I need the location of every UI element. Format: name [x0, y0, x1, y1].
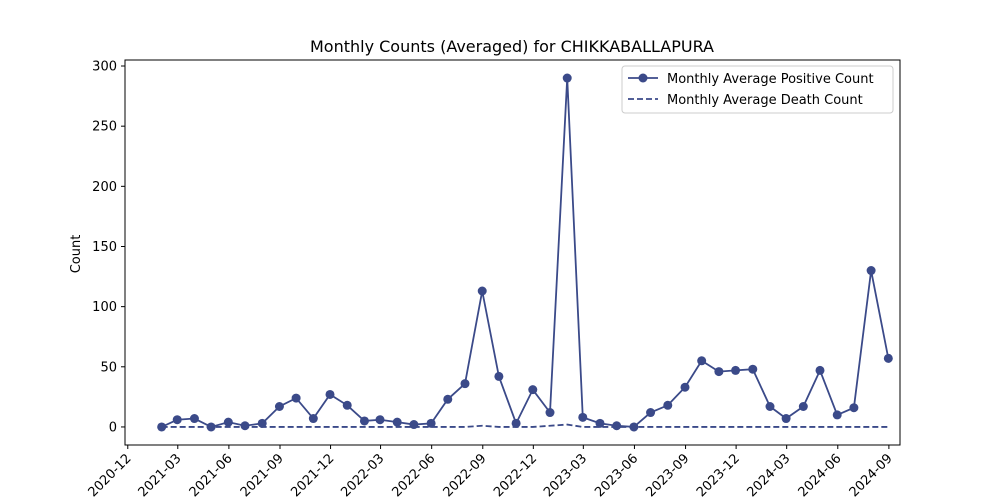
series-line-1 — [161, 78, 890, 428]
data-point — [325, 389, 335, 399]
data-point — [798, 402, 808, 411]
data-point — [832, 410, 842, 420]
x-tick-label: 2021-06 — [187, 451, 236, 500]
data-point — [528, 385, 538, 395]
data-point — [781, 414, 791, 424]
data-point — [291, 393, 301, 403]
data-point — [342, 400, 352, 410]
data-point — [443, 394, 453, 404]
y-tick-label: 150 — [92, 240, 117, 255]
data-point — [578, 412, 588, 422]
data-point — [426, 418, 436, 428]
data-point — [172, 415, 182, 425]
series-layer — [157, 73, 893, 432]
data-point — [612, 421, 622, 431]
y-tick-label: 200 — [92, 180, 117, 195]
x-tick-label: 2020-12 — [86, 451, 135, 500]
data-point — [494, 371, 504, 381]
data-point — [375, 415, 385, 425]
data-point — [765, 402, 775, 411]
legend-marker — [638, 73, 648, 83]
data-point — [308, 414, 318, 424]
legend-label-1: Monthly Average Positive Count — [667, 72, 874, 87]
data-point — [714, 367, 724, 377]
x-tick-label: 2023-12 — [694, 451, 743, 500]
data-point — [595, 418, 605, 428]
data-point — [731, 365, 741, 375]
y-tick-label: 0 — [109, 420, 117, 435]
series-line-2 — [161, 423, 889, 428]
y-tick-label: 50 — [100, 360, 117, 375]
y-axis-label: Count — [69, 235, 84, 274]
data-point — [392, 417, 402, 427]
data-point — [866, 266, 876, 276]
x-tick-label: 2024-03 — [744, 451, 793, 500]
x-tick-label: 2021-03 — [136, 451, 185, 500]
data-point — [189, 414, 199, 424]
data-point — [460, 379, 470, 389]
data-point — [477, 286, 487, 296]
y-tick-label: 250 — [92, 120, 117, 135]
legend: Monthly Average Positive Count Monthly Av… — [621, 65, 894, 114]
chart-title: Monthly Counts (Averaged) for CHIKKABALL… — [310, 37, 714, 56]
data-point — [815, 365, 825, 375]
data-point — [545, 408, 555, 418]
data-point — [274, 402, 284, 411]
y-tick-label: 300 — [92, 60, 117, 75]
x-tick-label: 2022-06 — [389, 451, 438, 500]
legend-box — [621, 65, 894, 114]
data-point — [257, 418, 267, 428]
data-point — [562, 73, 572, 83]
x-tick-label: 2022-03 — [338, 451, 387, 500]
data-point — [511, 418, 521, 428]
legend-label-2: Monthly Average Death Count — [667, 93, 863, 108]
data-point — [240, 421, 250, 431]
x-tick-label: 2023-09 — [643, 451, 692, 500]
x-tick-label: 2021-09 — [238, 451, 287, 500]
data-point — [849, 403, 859, 413]
x-tick-label: 2021-12 — [288, 451, 337, 500]
data-point — [646, 408, 656, 418]
x-tick-label: 2024-09 — [847, 451, 896, 500]
data-point — [697, 356, 707, 366]
y-tick-label: 100 — [92, 300, 117, 315]
x-tick-label: 2023-03 — [541, 451, 590, 500]
x-tick-label: 2024-06 — [796, 451, 845, 500]
plot-frame — [124, 59, 901, 446]
data-point — [359, 416, 369, 426]
data-point — [663, 400, 673, 410]
data-point — [883, 353, 893, 363]
data-point — [748, 364, 758, 374]
x-tick-label: 2022-09 — [441, 451, 490, 500]
data-point — [680, 382, 690, 392]
x-tick-label: 2023-06 — [592, 451, 641, 500]
data-point — [223, 417, 233, 427]
x-tick-label: 2022-12 — [491, 451, 540, 500]
